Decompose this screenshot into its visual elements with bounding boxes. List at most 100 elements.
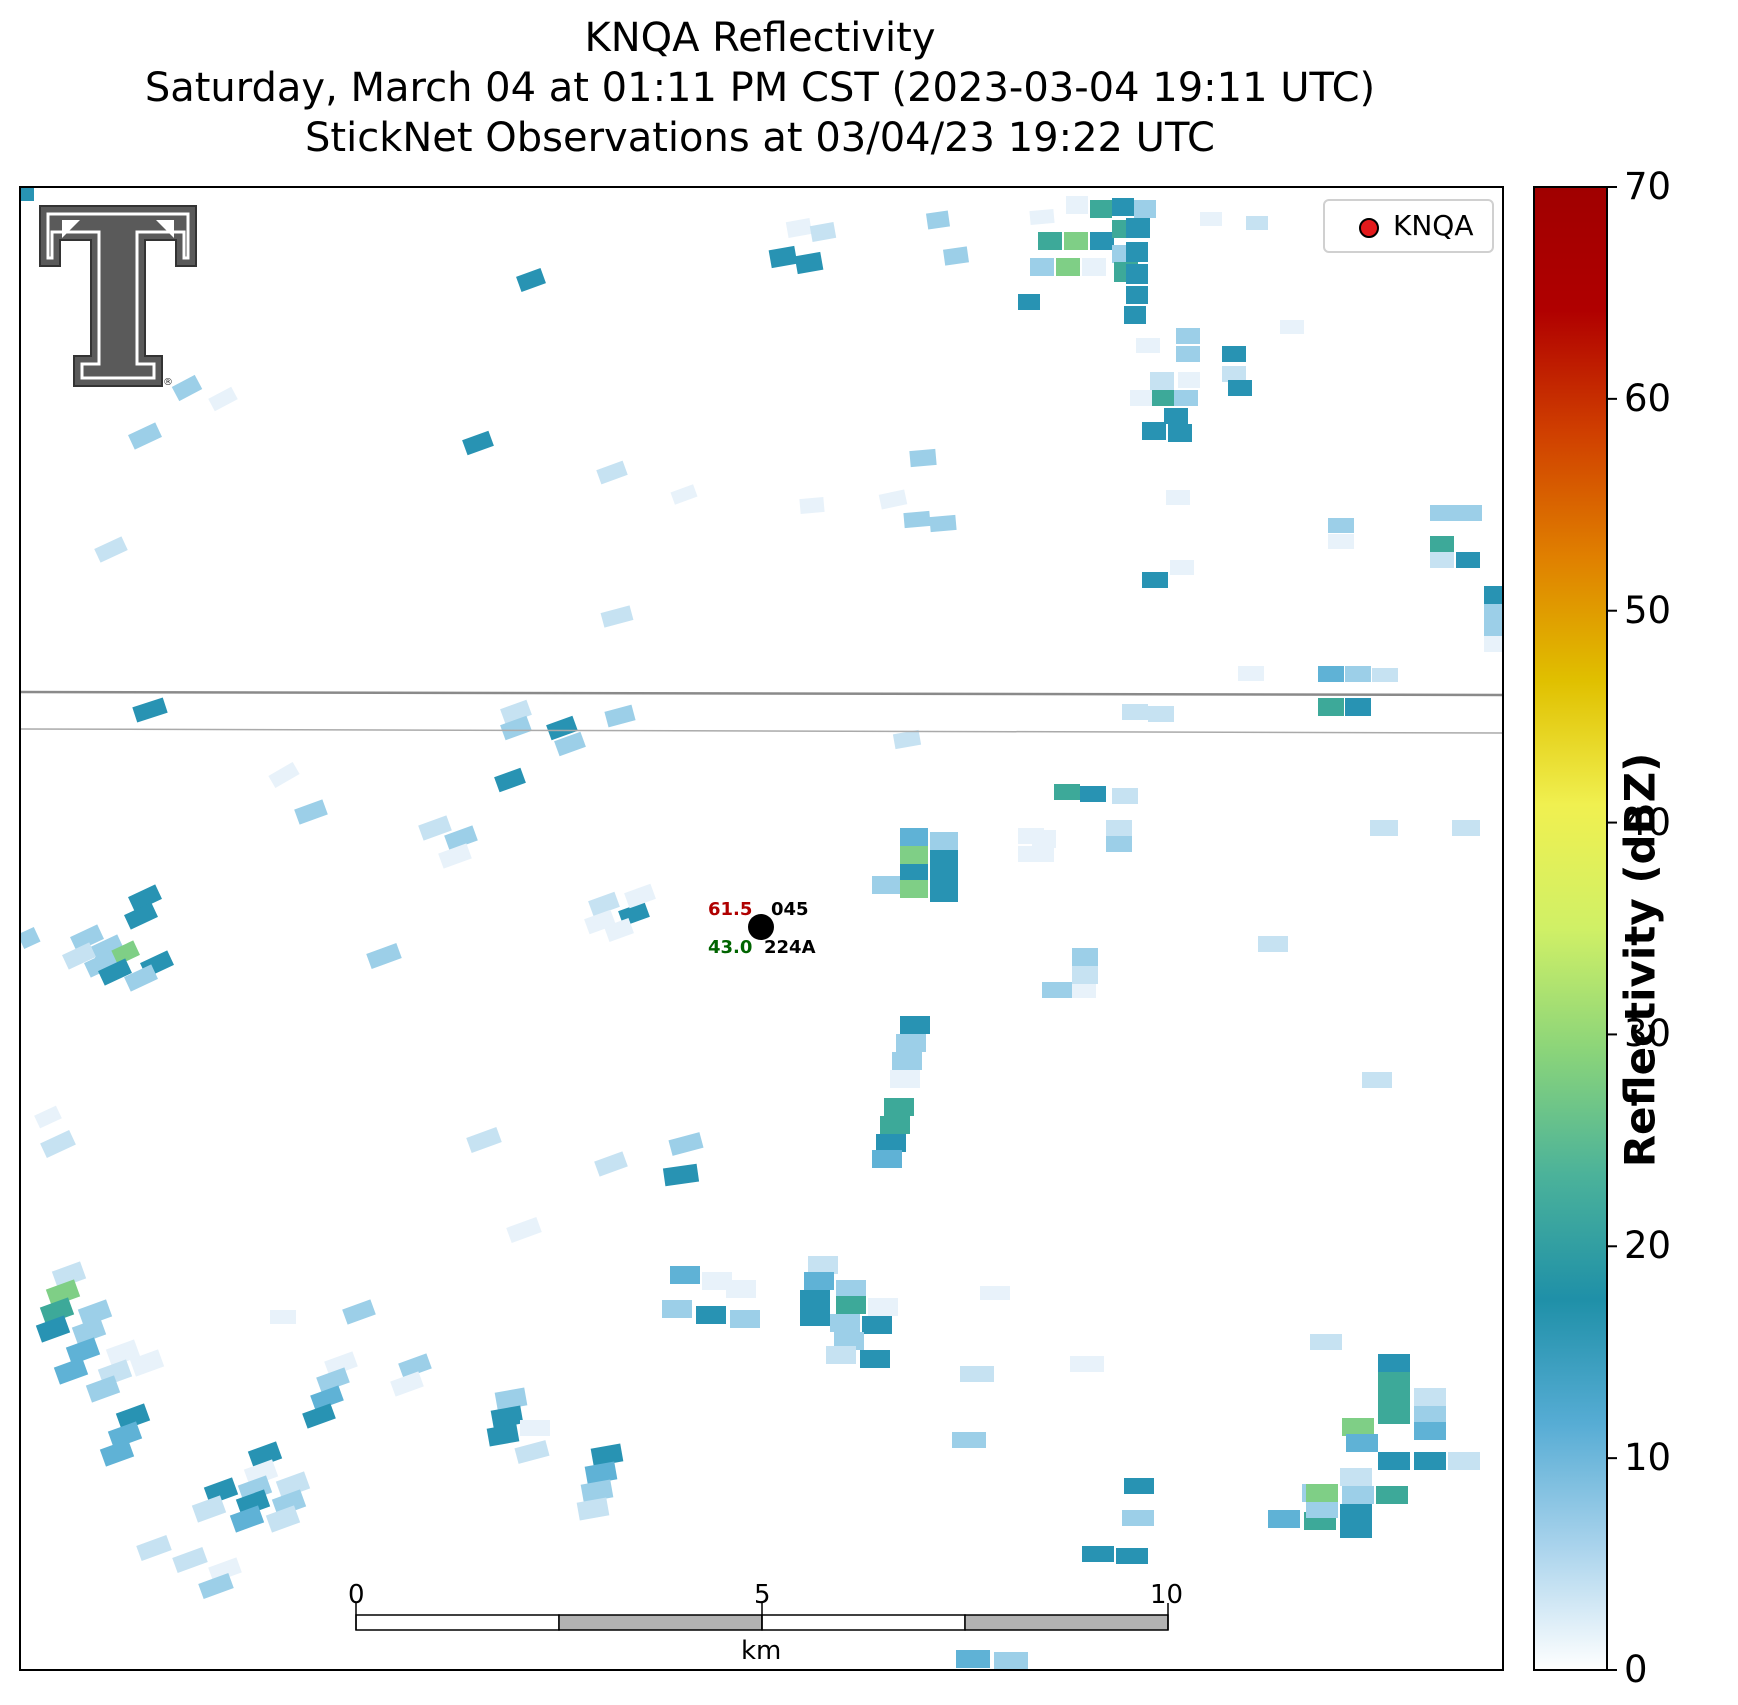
reflectivity-cell xyxy=(1342,1486,1374,1504)
reflectivity-cell xyxy=(494,1387,528,1411)
reflectivity-cell xyxy=(1258,936,1288,952)
reflectivity-cell xyxy=(834,1332,864,1350)
reflectivity-cell xyxy=(576,1497,610,1521)
reflectivity-cell xyxy=(794,251,824,275)
map-legend: KNQA xyxy=(1323,199,1494,253)
reflectivity-cell xyxy=(1340,1520,1372,1538)
reflectivity-cell xyxy=(1142,572,1168,588)
reflectivity-cell xyxy=(1122,1510,1154,1526)
reflectivity-cell xyxy=(1200,212,1222,226)
reflectivity-cell xyxy=(390,1371,424,1397)
texas-tech-logo-icon: ® xyxy=(39,205,197,388)
reflectivity-cell xyxy=(1342,1418,1374,1436)
reflectivity-cell xyxy=(1038,232,1062,250)
reflectivity-cell xyxy=(51,1261,87,1289)
reflectivity-cell xyxy=(930,832,958,850)
reflectivity-cells xyxy=(20,187,1503,1670)
reflectivity-cell xyxy=(516,268,546,292)
reflectivity-cell xyxy=(62,942,96,970)
reflectivity-cell xyxy=(302,1403,336,1429)
reflectivity-cell xyxy=(1430,536,1454,552)
reflectivity-cell xyxy=(171,374,203,402)
reflectivity-cell xyxy=(494,767,526,793)
reflectivity-cell xyxy=(1152,390,1176,406)
reflectivity-cell xyxy=(860,1350,890,1368)
reflectivity-cell xyxy=(900,1016,930,1034)
reflectivity-cell xyxy=(84,950,118,978)
reflectivity-cell xyxy=(880,1116,910,1134)
colorbar-tick-label-70: 70 xyxy=(1624,165,1672,208)
reflectivity-cell xyxy=(662,1300,692,1318)
reflectivity-cell xyxy=(1378,1452,1410,1470)
station-dewpoint: 43.0 xyxy=(708,937,753,958)
reflectivity-cell xyxy=(1174,390,1198,406)
reflectivity-cell xyxy=(890,1070,920,1088)
reflectivity-cell xyxy=(90,934,124,962)
reflectivity-cell xyxy=(1378,1406,1410,1424)
reflectivity-cell xyxy=(1134,200,1156,218)
scale-label-10: 10 xyxy=(1150,1580,1184,1610)
reflectivity-cell xyxy=(943,246,969,266)
reflectivity-cell xyxy=(203,1477,239,1505)
reflectivity-cell xyxy=(490,1405,524,1429)
colorbar-tick-label-30: 30 xyxy=(1624,1012,1672,1056)
reflectivity-cell xyxy=(198,1573,234,1599)
reflectivity-cell xyxy=(98,958,132,986)
reflectivity-cell xyxy=(1018,294,1040,310)
reflectivity-cell xyxy=(124,902,158,930)
reflectivity-cell xyxy=(604,918,634,942)
reflectivity-cell xyxy=(702,1272,732,1290)
reflectivity-cell xyxy=(53,1357,89,1385)
reflectivity-cell xyxy=(785,218,813,238)
scale-bar xyxy=(355,1603,1169,1631)
chart-title: KNQA Reflectivity xyxy=(584,15,936,61)
chart-subtitle-time: Saturday, March 04 at 01:11 PM CST (2023… xyxy=(144,65,1376,111)
reflectivity-cell xyxy=(670,1266,700,1284)
reflectivity-cell xyxy=(1222,366,1246,382)
reflectivity-cell xyxy=(237,1475,273,1503)
reflectivity-cell xyxy=(316,1367,350,1393)
reflectivity-cell xyxy=(1136,338,1160,353)
reflectivity-cell xyxy=(94,536,128,563)
reflectivity-cell xyxy=(506,1217,542,1243)
reflectivity-cell xyxy=(310,1385,344,1411)
reflectivity-cell xyxy=(1064,232,1088,250)
reflectivity-cell xyxy=(1056,258,1080,276)
reflectivity-cell xyxy=(826,1346,856,1364)
reflectivity-cell xyxy=(872,876,900,894)
reflectivity-cell xyxy=(45,1279,81,1307)
reflectivity-cell xyxy=(892,729,922,750)
reflectivity-cell xyxy=(1072,948,1098,966)
reflectivity-cell xyxy=(960,1366,994,1382)
reflectivity-cell xyxy=(136,1535,172,1561)
station-marker xyxy=(748,914,774,940)
reflectivity-cell xyxy=(1328,518,1354,533)
reflectivity-cell xyxy=(1378,1354,1410,1372)
reflectivity-cell xyxy=(872,1150,902,1168)
reflectivity-cell xyxy=(1280,320,1304,334)
map-frame xyxy=(19,186,1504,1671)
reflectivity-cell xyxy=(809,222,837,242)
reflectivity-cell xyxy=(229,1505,265,1533)
reflectivity-cell xyxy=(99,1439,135,1467)
reflectivity-cell xyxy=(1176,328,1200,344)
reflectivity-cell xyxy=(1130,390,1154,406)
reflectivity-cell xyxy=(500,715,532,741)
reflectivity-cell xyxy=(836,1280,866,1298)
station-temperature: 61.5 xyxy=(708,899,753,920)
reflectivity-cell xyxy=(808,1256,838,1274)
road-line-lower xyxy=(20,728,1503,734)
reflectivity-cell xyxy=(596,460,628,485)
reflectivity-cell xyxy=(247,1441,283,1469)
reflectivity-cell xyxy=(294,799,328,825)
reflectivity-cell xyxy=(1168,424,1192,442)
reflectivity-cell xyxy=(956,1650,990,1668)
reflectivity-cell xyxy=(172,1547,208,1573)
reflectivity-cell xyxy=(124,964,158,992)
colorbar-tick-label-10: 10 xyxy=(1624,1436,1672,1480)
reflectivity-cell xyxy=(1126,242,1148,262)
reflectivity-cell xyxy=(604,704,636,728)
reflectivity-cell xyxy=(1126,286,1148,304)
